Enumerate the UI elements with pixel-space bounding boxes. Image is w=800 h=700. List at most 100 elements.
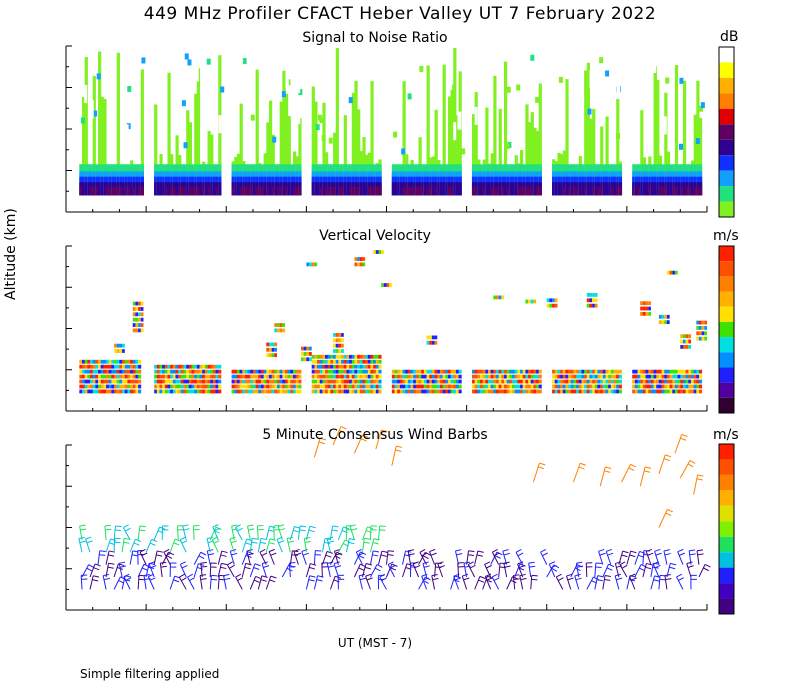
velocity-cell (402, 384, 406, 389)
snr-gap (125, 124, 129, 143)
velocity-cell (218, 364, 222, 369)
snr-cell (287, 116, 291, 196)
wind-barb (193, 563, 199, 578)
velocity-cell (191, 389, 195, 394)
wind-barb (289, 550, 293, 565)
wind-barb (177, 525, 179, 540)
snr-gap (151, 54, 155, 73)
wind-barb (431, 575, 436, 590)
wind-barb-flag (356, 548, 362, 553)
velocity-cell (122, 349, 125, 353)
velocity-cell (301, 357, 304, 362)
velocity-cell (487, 389, 492, 394)
colorbar-swatch (719, 382, 734, 398)
velocity-cell (576, 389, 580, 394)
wind-barb-flag (665, 512, 672, 516)
snr-cell (154, 182, 158, 196)
snr-cell (290, 182, 294, 196)
velocity-cell (701, 331, 705, 336)
wind-barb-flag (309, 525, 316, 529)
wind-barb (666, 563, 671, 578)
velocity-cell (618, 384, 622, 389)
velocity-cell (442, 384, 446, 389)
velocity-cell (357, 262, 360, 267)
snr-cell (285, 187, 289, 196)
wind-barb-flag (629, 573, 636, 577)
velocity-cell (349, 384, 353, 389)
snr-gap (457, 111, 461, 130)
velocity-cell (520, 384, 524, 389)
wind-barb-flag (318, 441, 325, 445)
velocity-cell (589, 303, 593, 308)
snr-cell (664, 92, 668, 196)
velocity-cell (293, 379, 297, 384)
velocity-cell (119, 359, 123, 364)
velocity-cell (616, 384, 620, 389)
velocity-cell (130, 374, 134, 379)
velocity-cell (610, 379, 614, 384)
wind-barb (679, 460, 691, 479)
velocity-cell (290, 379, 294, 384)
velocity-cell (100, 369, 104, 374)
velocity-cell (589, 298, 593, 303)
snr-cell (589, 118, 593, 196)
velocity-cell (439, 374, 443, 379)
snr-cell (87, 182, 91, 196)
wind-barb-flag (182, 524, 189, 527)
snr-cell (365, 182, 369, 196)
velocity-cell (423, 374, 427, 379)
wind-barb (293, 551, 299, 565)
wind-barb-flag (423, 555, 429, 560)
wind-barb-flag (237, 577, 244, 582)
snr-cell (272, 136, 277, 143)
velocity-cell (87, 374, 91, 379)
wind-barb-flag (387, 550, 395, 552)
velocity-cell (124, 389, 128, 394)
velocity-cell (455, 379, 460, 384)
velocity-cell (303, 352, 307, 356)
velocity-cell (338, 389, 342, 394)
wind-barb (113, 525, 117, 540)
velocity-cell (402, 379, 406, 384)
wind-barb (249, 563, 256, 578)
snr-cell (690, 182, 695, 196)
velocity-cell (437, 369, 441, 374)
wind-barb-flag (268, 548, 275, 553)
velocity-cell (605, 384, 609, 389)
wind-barb (217, 550, 223, 565)
snr-cell (196, 68, 201, 196)
wind-barb-flag (578, 466, 585, 470)
velocity-cell (202, 384, 206, 389)
wind-barb-flag (229, 536, 236, 540)
snr-cell (375, 187, 379, 196)
velocity-cell (116, 384, 120, 389)
wind-barb-flag (615, 561, 622, 564)
velocity-cell (602, 379, 606, 384)
wind-barb (566, 575, 572, 590)
velocity-cell (218, 374, 222, 379)
snr-gap (453, 122, 457, 141)
velocity-cell (514, 384, 518, 389)
snr-cell (592, 108, 596, 196)
velocity-cell (650, 379, 654, 384)
velocity-cell (276, 369, 281, 374)
velocity-cell (132, 328, 136, 333)
velocity-cell (573, 389, 577, 394)
velocity-cell (682, 345, 686, 349)
wind-barb (257, 538, 262, 553)
wind-barb-flag (664, 553, 671, 556)
velocity-cell (498, 389, 502, 394)
velocity-cell (680, 369, 684, 374)
velocity-cell (378, 369, 382, 374)
snr-cell (578, 182, 582, 196)
wind-barb-flag (477, 550, 484, 553)
snr-cell (506, 187, 510, 196)
velocity-cell (501, 379, 505, 384)
velocity-cell (175, 369, 179, 374)
snr-cell (116, 52, 120, 196)
snr-cell (442, 182, 446, 196)
velocity-cell (343, 359, 347, 364)
wind-barb-flag (179, 536, 186, 541)
snr-cell (493, 75, 497, 196)
snr-cell (525, 104, 529, 196)
